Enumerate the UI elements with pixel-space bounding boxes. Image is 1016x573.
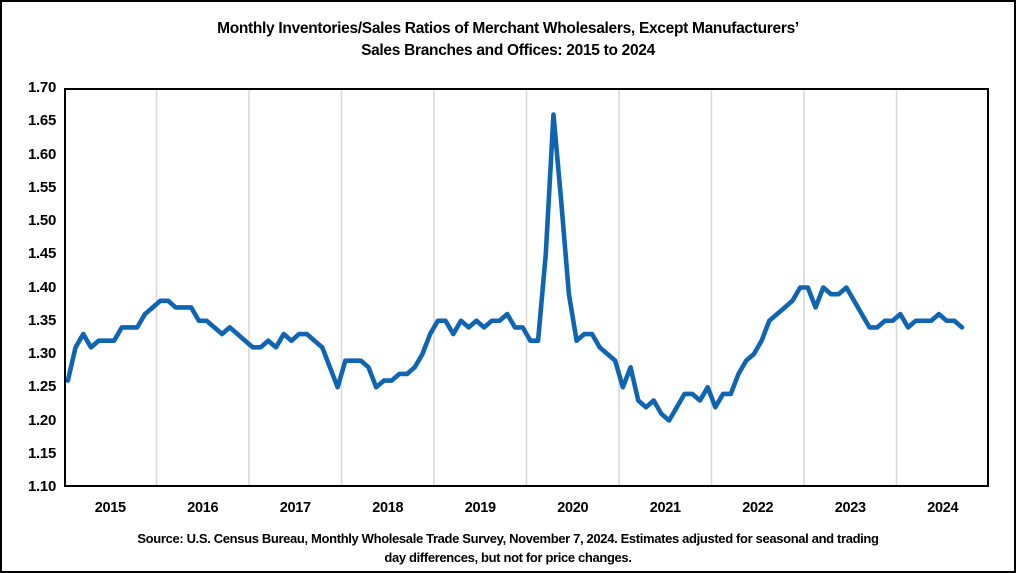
x-axis-year-label: 2020 <box>557 500 589 516</box>
y-axis-tick-label: 1.45 <box>28 245 56 263</box>
x-axis-year-label: 2017 <box>279 500 311 516</box>
x-axis-year-label: 2022 <box>742 500 774 516</box>
y-axis-tick-label: 1.60 <box>28 145 56 163</box>
source-note-line1: Source: U.S. Census Bureau, Monthly Whol… <box>137 531 879 546</box>
plot-area <box>64 88 989 487</box>
y-axis-tick-label: 1.10 <box>28 478 56 495</box>
y-axis-tick-label: 1.40 <box>28 278 56 296</box>
x-axis-year-label: 2024 <box>927 500 959 516</box>
x-axis-year-label: 2015 <box>94 500 126 516</box>
y-axis-tick-label: 1.70 <box>28 79 56 96</box>
x-axis-year-label: 2021 <box>649 500 681 516</box>
y-axis-tick-label: 1.35 <box>28 311 56 329</box>
x-axis-year-label: 2018 <box>372 500 404 516</box>
plot-border <box>64 88 989 487</box>
x-axis-year-label: 2016 <box>187 500 219 516</box>
y-axis-tick-label: 1.65 <box>28 112 56 130</box>
x-axis-year-label: 2019 <box>464 500 496 516</box>
y-axis-tick-label: 1.20 <box>28 411 56 429</box>
source-note: Source: U.S. Census Bureau, Monthly Whol… <box>2 529 1014 567</box>
y-axis-tick-label: 1.50 <box>28 212 56 229</box>
y-axis-tick-label: 1.30 <box>28 345 56 362</box>
y-axis-tick-label: 1.15 <box>28 444 56 462</box>
y-axis-tick-label: 1.25 <box>28 378 56 396</box>
chart-title-line1: Monthly Inventories/Sales Ratios of Merc… <box>217 20 799 37</box>
y-axis-tick-label: 1.55 <box>28 178 56 196</box>
chart-title: Monthly Inventories/Sales Ratios of Merc… <box>2 18 1014 62</box>
chart-title-line2: Sales Branches and Offices: 2015 to 2024 <box>361 42 655 59</box>
inventories-sales-ratio-line <box>65 112 965 423</box>
x-axis-year-label: 2023 <box>834 500 866 516</box>
source-note-line2: day differences, but not for price chang… <box>384 550 632 565</box>
line-chart-canvas <box>64 88 989 487</box>
